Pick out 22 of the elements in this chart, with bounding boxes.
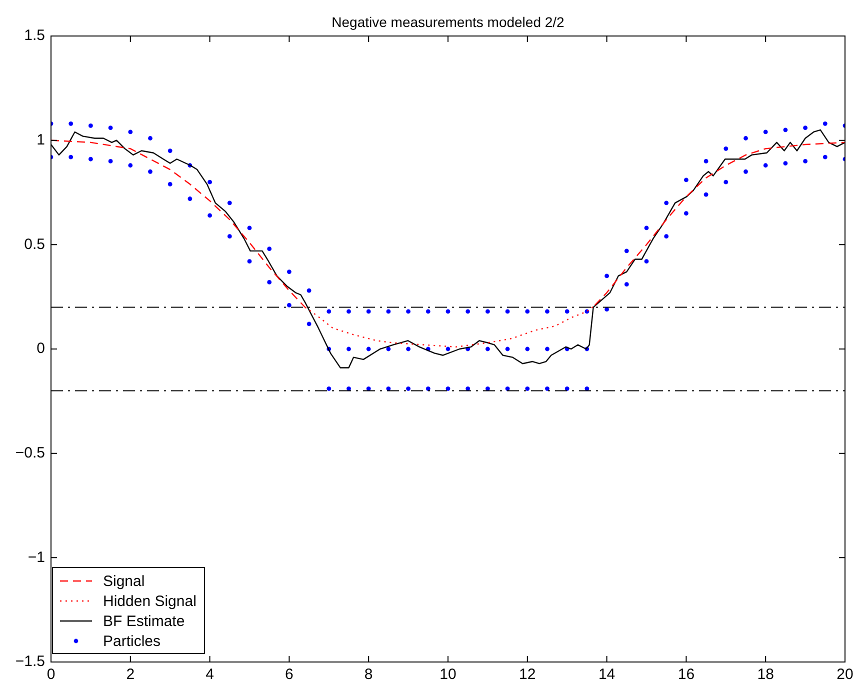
y-tick-label: 0 xyxy=(36,340,45,358)
y-tick-label: 0.5 xyxy=(24,236,45,253)
legend-label: BF Estimate xyxy=(103,612,185,630)
legend-label: Hidden Signal xyxy=(103,592,196,610)
y-tick-label: 1.5 xyxy=(24,27,45,44)
x-tick-label: 20 xyxy=(836,666,854,684)
x-tick-label: 14 xyxy=(598,666,616,684)
legend-label: Particles xyxy=(103,632,161,650)
y-tick-label: −0.5 xyxy=(15,444,45,462)
x-tick-label: 12 xyxy=(519,666,536,684)
x-tick-label: 16 xyxy=(678,666,695,684)
legend-label: Signal xyxy=(103,572,145,590)
y-tick-label: −1.5 xyxy=(15,653,45,670)
y-tick-label: −1 xyxy=(28,548,45,566)
x-tick-label: 6 xyxy=(285,666,294,684)
y-tick-label: 1 xyxy=(36,131,45,148)
x-tick-label: 4 xyxy=(206,666,214,684)
x-tick-label: 2 xyxy=(126,666,135,684)
x-tick-label: 10 xyxy=(440,666,456,684)
x-tick-label: 18 xyxy=(757,666,774,684)
chart-title: Negative measurements modeled 2/2 xyxy=(332,14,565,30)
x-tick-label: 8 xyxy=(364,666,373,684)
